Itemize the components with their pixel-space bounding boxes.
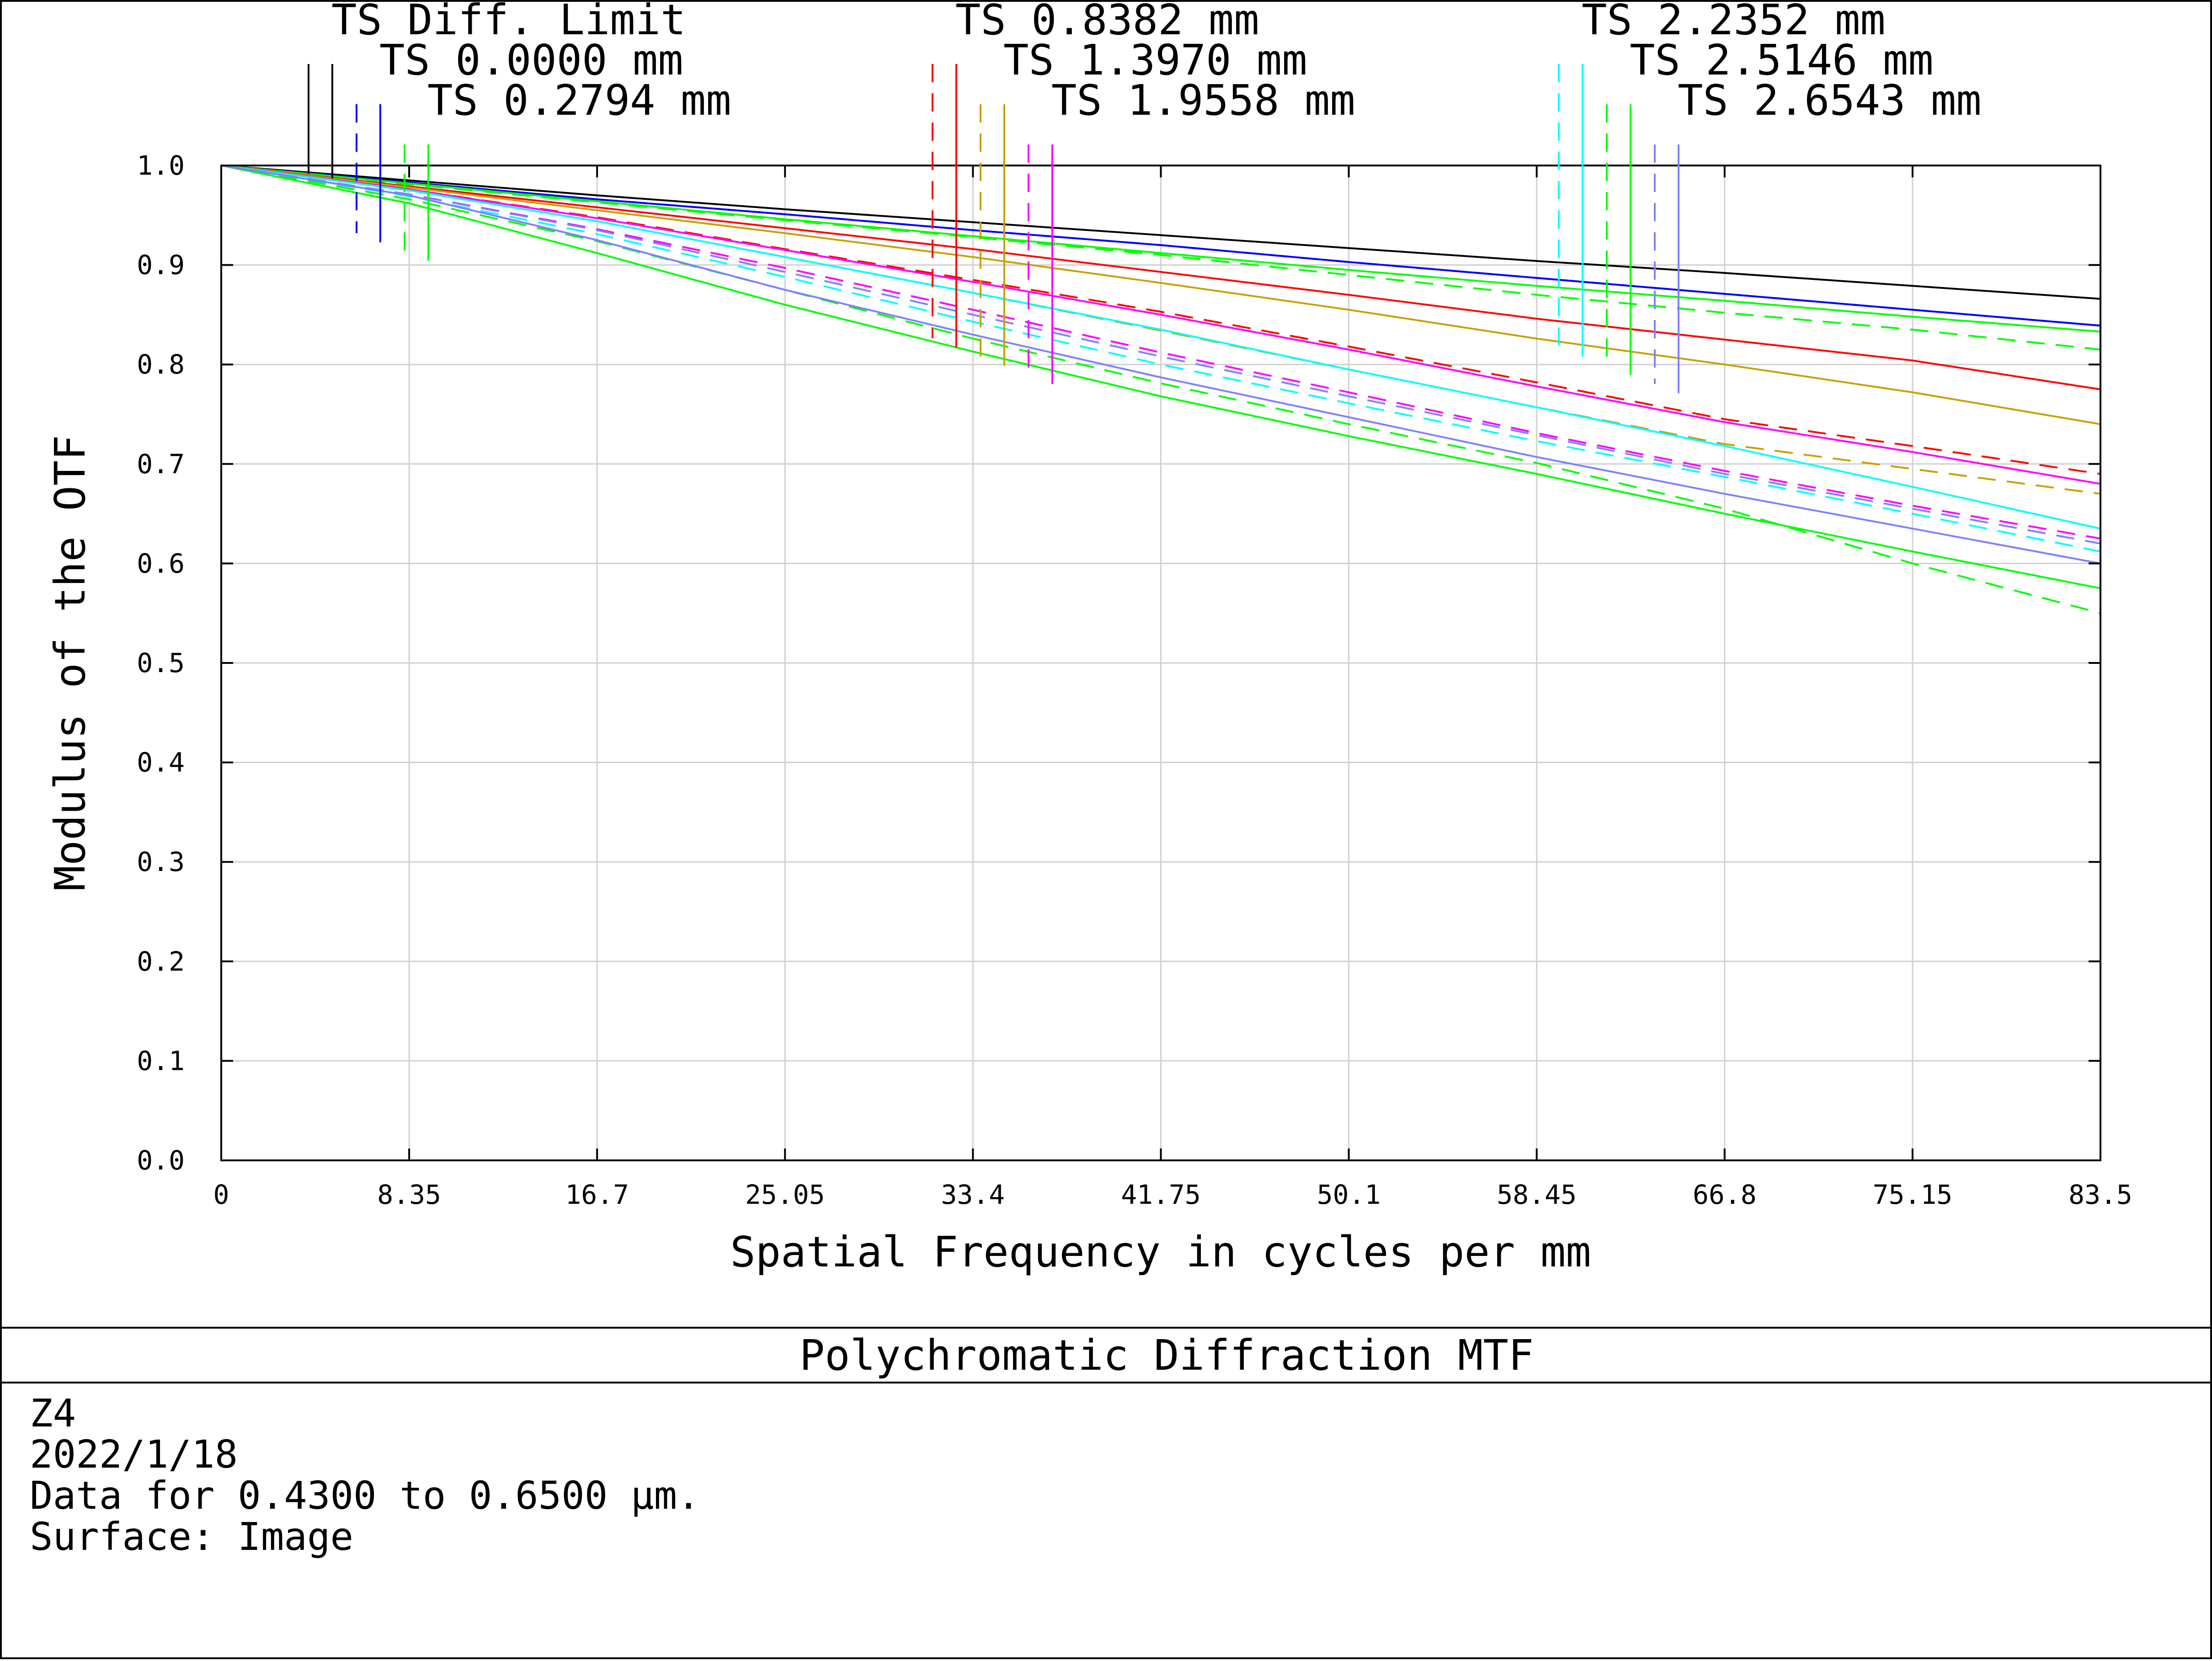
x-axis-label: Spatial Frequency in cycles per mm [730, 1228, 1591, 1276]
x-tick-label: 83.5 [2068, 1179, 2132, 1210]
series-line [221, 165, 2101, 333]
legend-label: TS 2.5146 mm [1630, 36, 1934, 85]
x-tick-label: 0 [213, 1179, 229, 1210]
y-tick-label: 0.9 [137, 250, 185, 281]
y-tick-label: 0.8 [137, 349, 185, 380]
x-tick-label: 16.7 [565, 1179, 629, 1210]
legend-label: TS Diff. Limit [331, 0, 686, 44]
y-tick-label: 0.1 [137, 1045, 185, 1076]
y-tick-label: 1.0 [137, 150, 185, 181]
series-line [221, 165, 2101, 300]
legend-label: TS 2.2352 mm [1582, 0, 1886, 44]
y-tick-label: 0.2 [137, 946, 185, 977]
series-line [221, 165, 2101, 485]
series-line [221, 165, 2101, 351]
grid [221, 166, 2100, 1160]
wavelength-range: Data for 0.4300 to 0.6500 µm. [30, 1473, 700, 1518]
y-tick-label: 0.3 [137, 846, 185, 877]
legend-label: TS 1.9558 mm [1051, 76, 1355, 125]
lens-name: Z4 [30, 1391, 76, 1436]
legend-label: TS 0.0000 mm [379, 36, 683, 85]
series-line [221, 165, 2101, 327]
y-axis-label: Modulus of the OTF [46, 435, 95, 891]
report-date: 2022/1/18 [30, 1432, 238, 1477]
legend-label: TS 0.8382 mm [955, 0, 1259, 44]
x-tick-label: 58.45 [1497, 1179, 1577, 1210]
series-line [221, 165, 2101, 589]
y-tick-label: 0.4 [137, 747, 185, 778]
series-line [221, 165, 2101, 530]
series-lines [221, 165, 2101, 614]
x-tick-label: 33.4 [941, 1179, 1005, 1210]
series-line [221, 165, 2101, 565]
x-tick-label: 50.1 [1317, 1179, 1381, 1210]
axis-ticks: 0 8.35 16.7 25.05 33.4 41.75 50.1 58.45 66.8 75.1… [137, 150, 2132, 1210]
surface-info: Surface: Image [30, 1514, 354, 1559]
x-tick-label: 75.15 [1873, 1179, 1953, 1210]
y-tick-label: 0.0 [137, 1145, 185, 1176]
y-tick-label: 0.5 [137, 647, 185, 678]
chart-title: Polychromatic Diffraction MTF [800, 1331, 1534, 1380]
y-tick-label: 0.6 [137, 548, 185, 579]
legend-label: TS 1.3970 mm [1003, 36, 1307, 85]
series-line [221, 165, 2101, 390]
legend-label: TS 2.6543 mm [1678, 76, 1982, 125]
y-tick-label: 0.7 [137, 449, 185, 480]
x-tick-label: 8.35 [377, 1179, 441, 1210]
legend-label: TS 0.2794 mm [427, 76, 731, 125]
series-line [221, 165, 2101, 425]
series-line [221, 165, 2101, 495]
x-tick-label: 66.8 [1693, 1179, 1757, 1210]
x-tick-label: 41.75 [1121, 1179, 1201, 1210]
series-line [221, 165, 2101, 475]
x-tick-label: 25.05 [745, 1179, 825, 1210]
